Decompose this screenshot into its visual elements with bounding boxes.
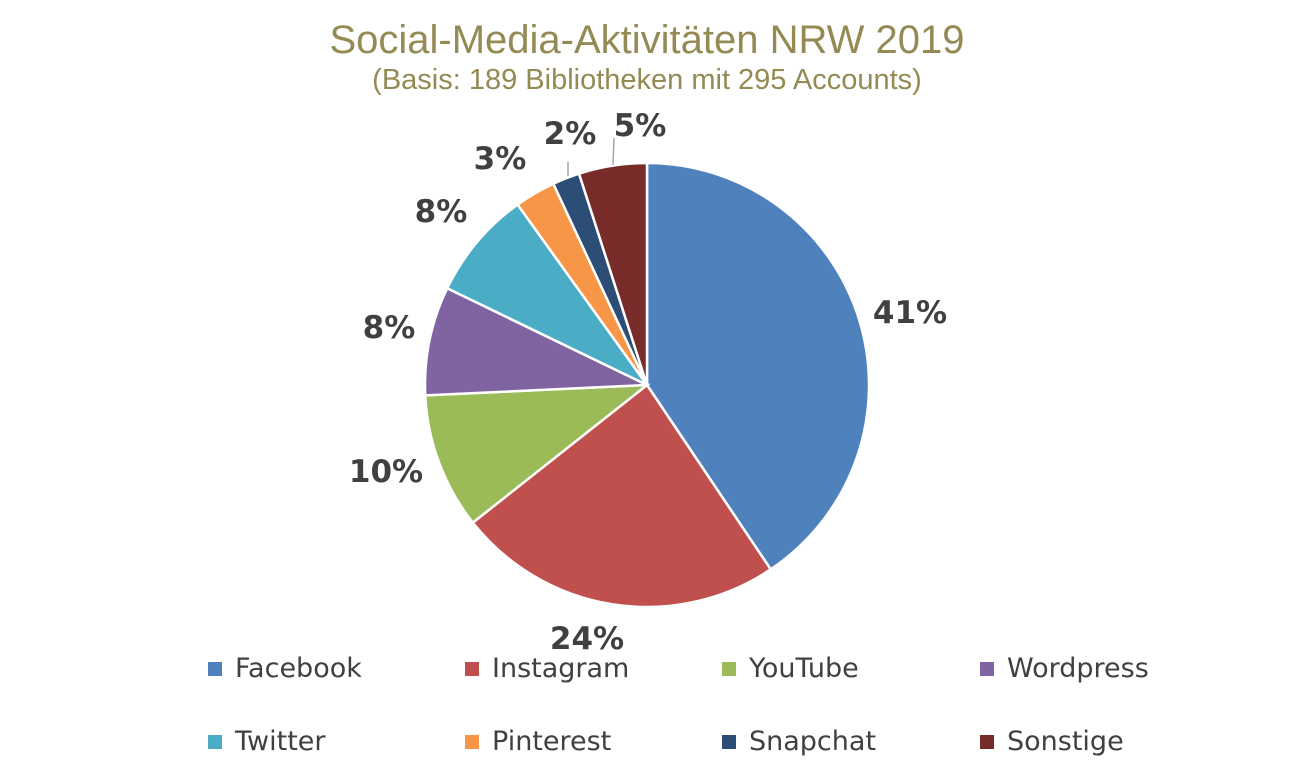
legend-item: Twitter (208, 726, 326, 757)
data-label: 5% (614, 108, 667, 144)
legend-swatch (722, 661, 736, 676)
data-label: 3% (474, 141, 527, 177)
data-label: 24% (550, 621, 624, 657)
pie-slice-instagram (471, 383, 773, 609)
data-label: 41% (873, 295, 947, 331)
leader-line (612, 137, 615, 166)
pie-slice-wordpress (423, 286, 648, 397)
legend-label: Instagram (492, 653, 630, 684)
legend-item: Instagram (465, 653, 629, 684)
data-label: 8% (363, 310, 416, 346)
data-label: 10% (349, 454, 423, 490)
legend-label: Facebook (235, 653, 362, 684)
legend-label: Pinterest (492, 726, 612, 757)
chart-subtitle: (Basis: 189 Bibliotheken mit 295 Account… (372, 64, 922, 96)
pie-slice-twitter (445, 202, 649, 387)
legend-item: Pinterest (465, 726, 611, 757)
legend-swatch (980, 661, 994, 676)
legend-label: Sonstige (1007, 726, 1124, 757)
legend-swatch (208, 734, 222, 749)
legend-item: Snapchat (722, 726, 876, 757)
legend-swatch (980, 734, 994, 749)
pie-slice-facebook (645, 161, 871, 572)
chart-title: Social-Media-Aktivitäten NRW 2019 (329, 18, 965, 62)
legend-item: Sonstige (980, 726, 1124, 757)
legend-swatch (465, 734, 479, 749)
legend-swatch (208, 661, 222, 676)
legend-label: Twitter (235, 726, 326, 757)
legend-swatch (722, 734, 736, 749)
legend-label: Wordpress (1007, 653, 1149, 684)
legend-label: YouTube (749, 653, 859, 684)
legend-item: Facebook (208, 653, 362, 684)
legend-label: Snapchat (749, 726, 877, 757)
pie-slice-youtube (423, 383, 651, 525)
data-label: 2% (544, 116, 597, 152)
legend-item: Wordpress (980, 653, 1149, 684)
legend-swatch (465, 661, 479, 676)
legend-item: YouTube (722, 653, 859, 684)
data-label: 8% (415, 194, 468, 230)
pie-slice-sonstige (577, 161, 649, 386)
